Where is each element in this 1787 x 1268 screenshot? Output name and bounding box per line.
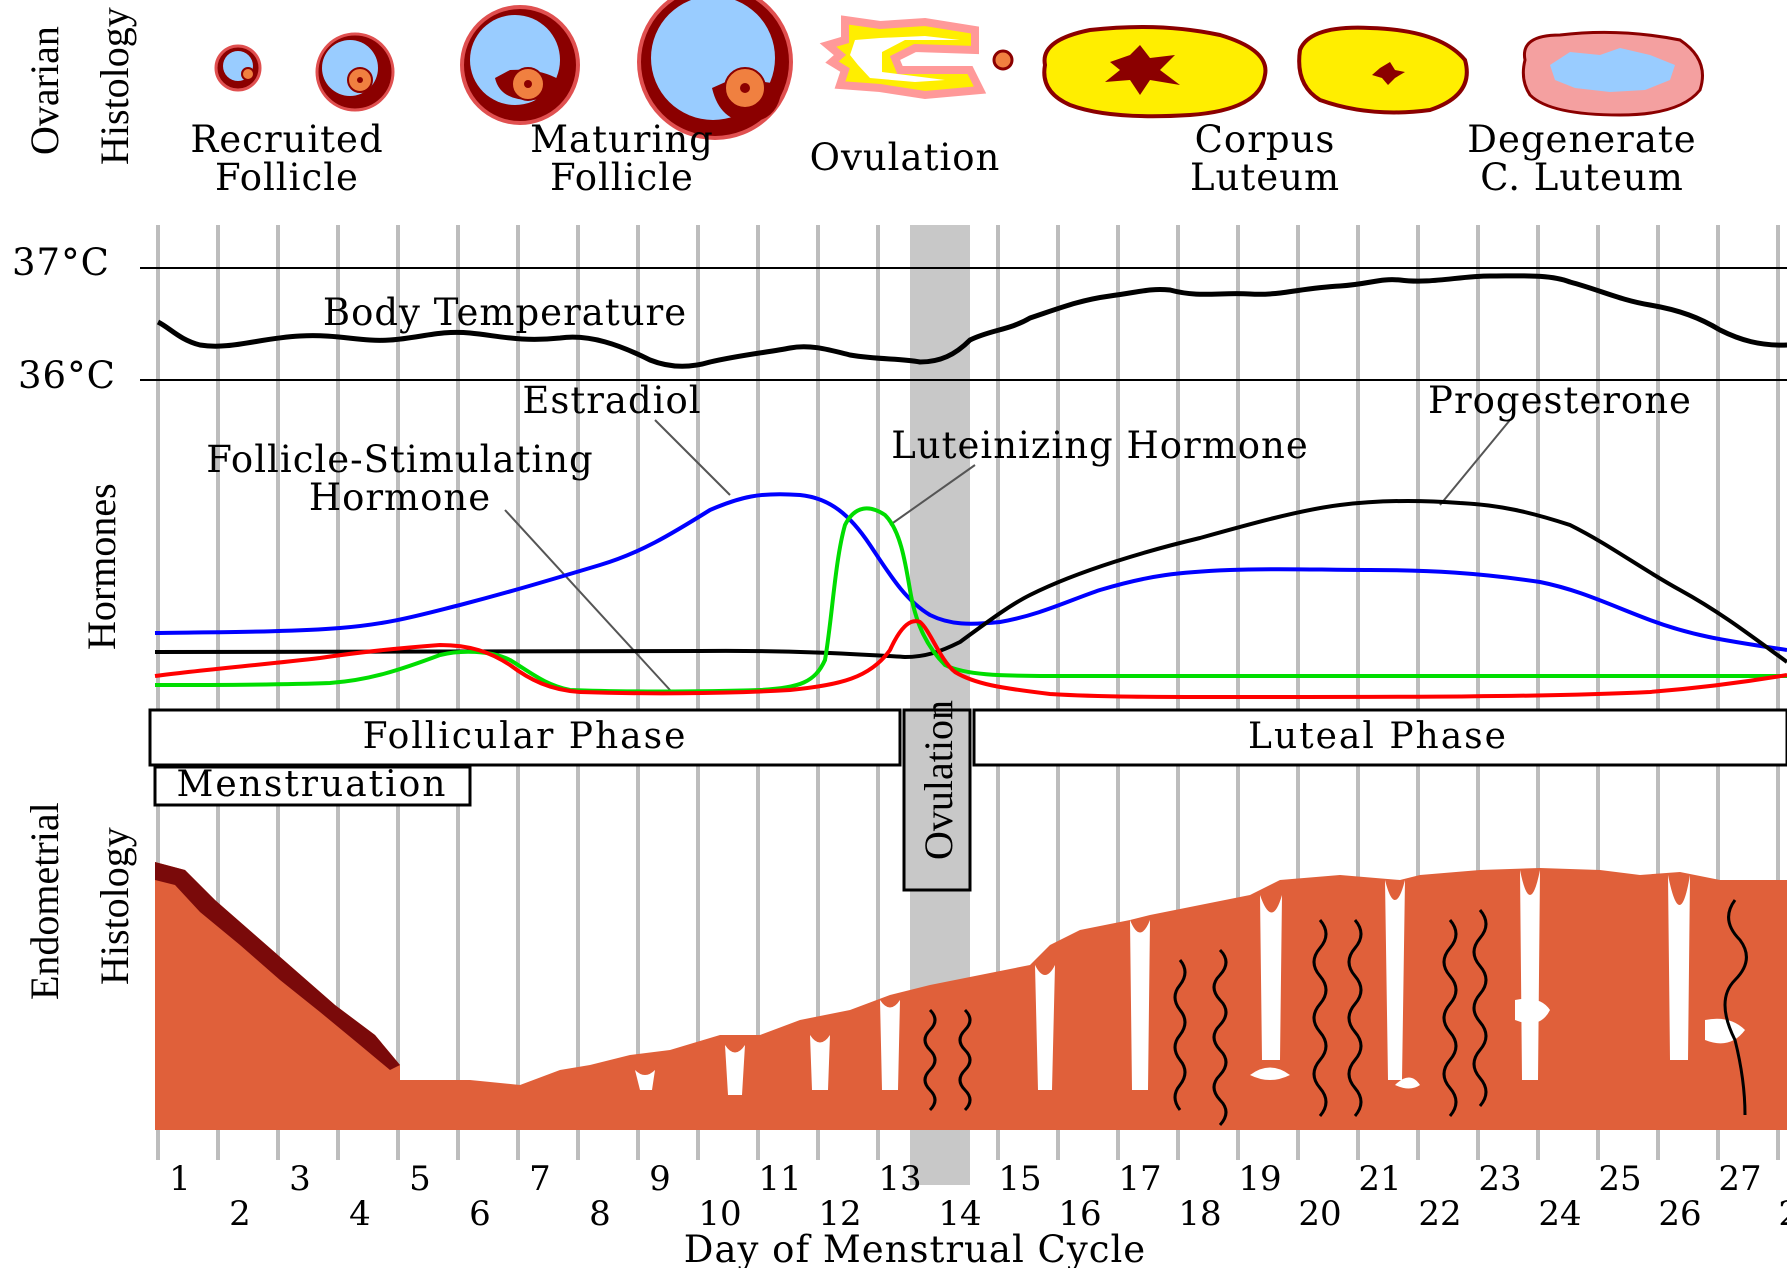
day-label-odd: 19 [1238, 1159, 1281, 1199]
day-label-odd: 13 [878, 1159, 921, 1199]
x-axis: 1 3 5 7 9 11 13 15 17 19 21 23 25 27 2 4 6 8 10 12 14 16 18 20… [169, 1159, 1787, 1268]
day-label-even: 16 [1058, 1194, 1101, 1234]
menstruation-label: Menstruation [177, 764, 448, 805]
day-label-even: 2 [229, 1194, 251, 1234]
progesterone-curve [154, 498, 1787, 664]
day-label-even: 28 [1778, 1194, 1787, 1234]
day-label-odd: 23 [1478, 1159, 1521, 1199]
day-label-odd: 25 [1598, 1159, 1641, 1199]
endometrial-section: Endometrial Histology [22, 802, 1787, 1130]
day-label-even: 12 [818, 1194, 861, 1234]
estradiol-curve [154, 492, 1787, 652]
ovulation-rupture [819, 15, 1014, 100]
endometrial-label-line2: Histology [92, 827, 137, 985]
fsh-label-line1: Follicle-Stimulating [206, 438, 593, 481]
corpus-luteum [1042, 24, 1268, 119]
endometrial-label-line1: Endometrial [22, 802, 67, 1000]
maturing-follicle-large [637, 0, 793, 140]
degenerate-corpus-luteum [1521, 30, 1704, 117]
hormone-section: Hormones Estradiol Follicle-Stimulating … [79, 379, 1787, 699]
phase-bar: Follicular Phase Luteal Phase Ovulation … [148, 700, 1787, 892]
estradiol-pointer [654, 419, 731, 496]
menstrual-shedding-layer [155, 862, 400, 1070]
even-day-labels: 246810121416182022242628 [229, 1194, 1787, 1234]
stage-label-recruited-2: Follicle [215, 156, 359, 199]
stage-label-degenerate-2: C. Luteum [1480, 156, 1684, 199]
stage-label-recruited-1: Recruited [190, 118, 383, 161]
day-label-even: 24 [1538, 1194, 1581, 1234]
day-label-even: 26 [1658, 1194, 1701, 1234]
stage-label-corpus-1: Corpus [1195, 118, 1336, 161]
day-label-odd: 3 [289, 1159, 311, 1199]
day-label-even: 6 [469, 1194, 491, 1234]
maturing-follicle-small [460, 5, 580, 125]
luteal-phase-box [972, 708, 1787, 767]
fsh-pointer [504, 509, 671, 691]
ovulation-phase-box [902, 708, 972, 892]
day-label-odd: 17 [1118, 1159, 1161, 1199]
recruited-follicle-large [315, 32, 395, 112]
day-label-odd: 9 [649, 1159, 671, 1199]
lh-curve [154, 506, 1787, 694]
lh-pointer [889, 464, 976, 526]
day-label-even: 18 [1178, 1194, 1221, 1234]
day-label-odd: 27 [1718, 1159, 1761, 1199]
progesterone-pointer [1439, 419, 1511, 506]
temp-label-36: 36°C [18, 354, 116, 397]
progesterone-label: Progesterone [1428, 379, 1692, 422]
day-label-even: 22 [1418, 1194, 1461, 1234]
spiral-arteries [923, 899, 1748, 1127]
x-axis-title: Day of Menstrual Cycle [684, 1228, 1146, 1268]
day-label-even: 4 [349, 1194, 371, 1234]
day-label-even: 14 [938, 1194, 981, 1234]
day-label-odd: 7 [529, 1159, 551, 1199]
hormones-label: Hormones [79, 483, 124, 650]
fsh-curve [154, 619, 1787, 699]
ovarian-label-line2: Histology [92, 7, 137, 165]
recruited-follicle-small [214, 44, 262, 92]
stage-label-corpus-2: Luteum [1190, 156, 1340, 199]
ovulation-phase-label: Ovulation [916, 700, 961, 860]
stage-label-degenerate-1: Degenerate [1467, 118, 1696, 161]
day-label-odd: 1 [169, 1159, 191, 1199]
temperature-section: 37°C 36°C Body Temperature [12, 241, 1787, 397]
ovarian-section: Ovarian Histology [22, 0, 1704, 199]
body-temperature-curve [156, 273, 1787, 369]
stage-label-ovulation: Ovulation [810, 136, 1001, 179]
ovarian-label-line1: Ovarian [22, 26, 67, 155]
day-label-odd: 11 [758, 1159, 801, 1199]
day-label-odd: 5 [409, 1159, 431, 1199]
day-label-even: 8 [589, 1194, 611, 1234]
endometrium-tissue [155, 862, 1787, 1130]
stage-label-maturing-2: Follicle [550, 156, 694, 199]
lh-label: Luteinizing Hormone [891, 424, 1309, 467]
fsh-label-line2: Hormone [309, 476, 491, 519]
luteal-phase-label: Luteal Phase [1248, 716, 1508, 757]
day-label-odd: 21 [1358, 1159, 1401, 1199]
body-temperature-label: Body Temperature [323, 291, 687, 334]
day-label-even: 10 [698, 1194, 741, 1234]
follicular-phase-label: Follicular Phase [363, 716, 688, 757]
estradiol-label: Estradiol [522, 379, 701, 422]
stage-label-maturing-1: Maturing [530, 118, 714, 161]
follicular-phase-box [148, 708, 902, 767]
odd-day-labels: 1 3 5 7 9 11 13 15 17 19 21 23 25 27 [169, 1159, 1761, 1199]
corpus-luteum-late [1297, 25, 1469, 115]
menstruation-box [153, 765, 472, 807]
day-label-even: 20 [1298, 1194, 1341, 1234]
temp-label-37: 37°C [12, 241, 110, 284]
day-label-odd: 15 [998, 1159, 1041, 1199]
